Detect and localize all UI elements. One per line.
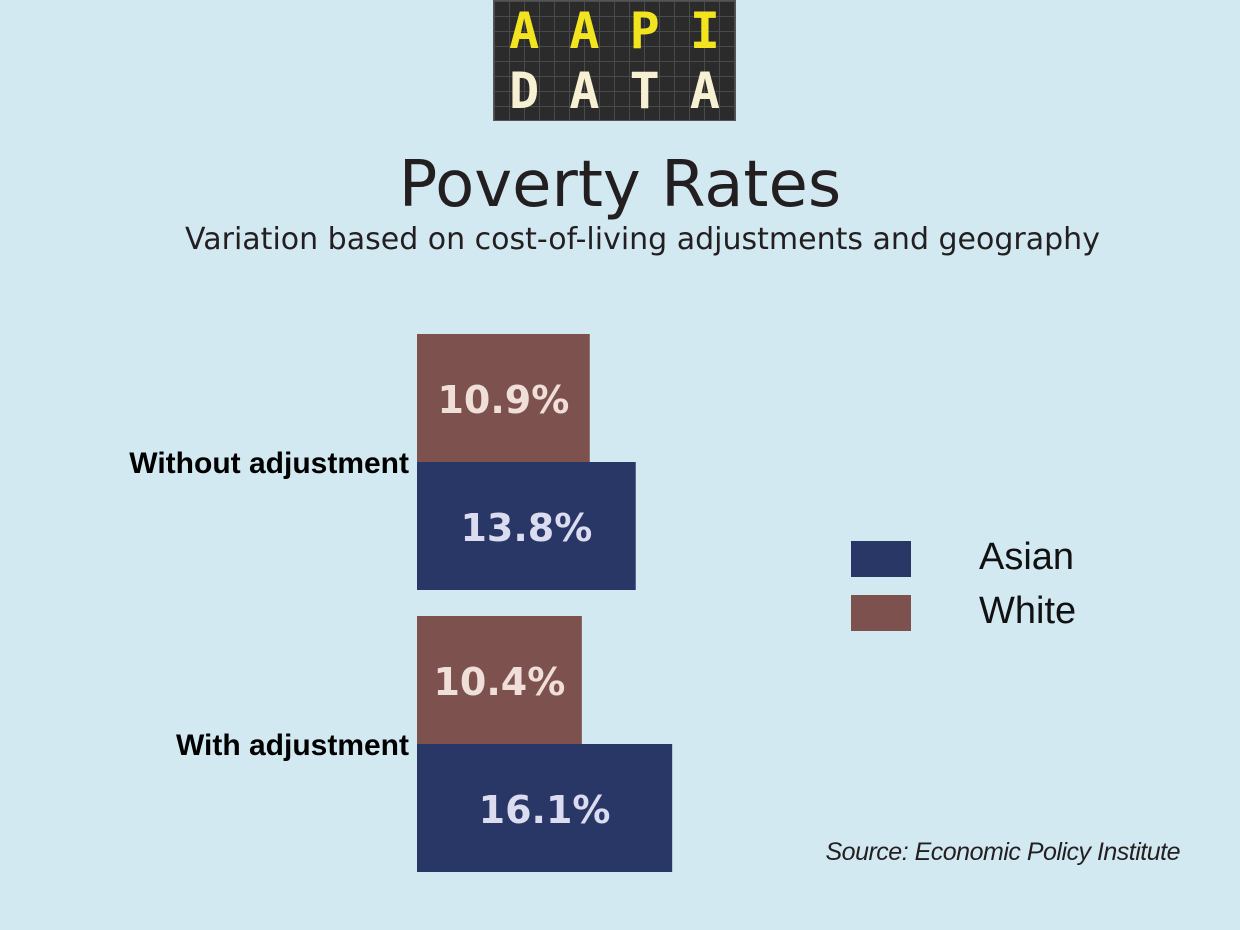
legend-label: White bbox=[979, 590, 1076, 632]
logo-letter: A bbox=[569, 2, 600, 60]
logo-row-aapi: A A P I bbox=[494, 1, 735, 61]
logo-letter: D bbox=[509, 62, 540, 120]
bar-asian bbox=[417, 744, 673, 872]
logo-letter: I bbox=[689, 2, 720, 60]
logo-letter: A bbox=[689, 62, 720, 120]
chart-title: Poverty Rates bbox=[398, 148, 842, 222]
bar-value-label: 10.9% bbox=[437, 378, 569, 422]
bar-value-label: 16.1% bbox=[479, 788, 611, 832]
bar-value-label: 10.4% bbox=[433, 660, 565, 704]
logo-row-data: D A T A bbox=[494, 61, 735, 121]
legend-swatch bbox=[851, 541, 911, 577]
logo-letter: A bbox=[509, 2, 540, 60]
source-note: Source: Economic Policy Institute bbox=[825, 838, 1181, 866]
bar-asian bbox=[417, 462, 636, 590]
logo-letter: T bbox=[629, 62, 660, 120]
legend-label: Asian bbox=[979, 536, 1074, 578]
bar-white bbox=[417, 616, 582, 744]
legend-swatch bbox=[851, 595, 911, 631]
bar-value-label: 13.8% bbox=[460, 506, 592, 550]
logo-letter: P bbox=[629, 2, 660, 60]
logo-letter: A bbox=[569, 62, 600, 120]
category-label: With adjustment bbox=[176, 729, 409, 762]
category-label: Without adjustment bbox=[129, 447, 409, 480]
chart-subtitle: Variation based on cost-of-living adjust… bbox=[185, 222, 1100, 257]
bar-white bbox=[417, 334, 590, 462]
aapi-data-logo: A A P I D A T A bbox=[493, 0, 736, 121]
